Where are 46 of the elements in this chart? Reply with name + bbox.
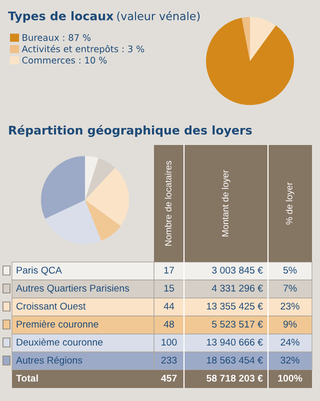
text: 5% [283, 266, 297, 274]
text: 9% [283, 320, 297, 328]
text: 233 [161, 356, 177, 364]
legend-label: Deuxième couronne [16, 338, 103, 346]
chart-title: Types de locaux [8, 11, 114, 23]
legend-label: Autres Quartiers Parisiens [16, 284, 130, 294]
text: 3 003 845 € [212, 266, 263, 274]
pie-slice [206, 18, 294, 105]
pie-slice [85, 156, 99, 200]
pie-slice [85, 200, 121, 241]
legend-label: Autres Régions [16, 356, 82, 366]
text: 100 [162, 338, 177, 346]
text: 5 523 517 € [212, 320, 263, 328]
text: 58 718 203 € [206, 374, 263, 382]
chart-subtitle: (valeur vénale) [117, 11, 200, 22]
text: Total [16, 374, 38, 382]
text: % de loyer [286, 182, 294, 225]
text: 44 [164, 302, 174, 310]
text: 13 355 425 € [206, 302, 263, 310]
text: 7% [283, 284, 297, 292]
pie-slice [242, 17, 250, 61]
legend-label: Croissant Ouest [16, 302, 86, 310]
pie-slice [45, 200, 102, 244]
chart-title: Répartition géographique des loyers [9, 125, 252, 137]
text: 4 331 296 € [212, 284, 263, 292]
legend-label: Commerces : 10 % [22, 56, 107, 64]
pie-slice [41, 156, 85, 219]
text: 17 [164, 266, 174, 274]
text: Nombre de locataires [164, 160, 172, 246]
text: 13 940 666 € [206, 338, 263, 346]
text: 100% [278, 374, 302, 382]
text: 32% [280, 356, 300, 364]
legend-label: Paris QCA [16, 266, 62, 276]
pie-slice [85, 158, 116, 200]
text: 457 [161, 374, 177, 382]
pie-slice [85, 168, 129, 226]
text: 15 [164, 284, 174, 292]
legend-label: Première couronne [16, 320, 98, 328]
legend-label: Activités et entrepôts : 3 % [22, 44, 144, 54]
text: Montant de loyer [222, 170, 230, 236]
text: 23% [280, 302, 300, 310]
legend-label: Bureaux : 87 % [22, 34, 91, 41]
pie-slice [250, 17, 276, 61]
text: 24% [280, 338, 300, 346]
text: 18 563 454 € [206, 356, 263, 364]
text: 48 [164, 320, 174, 328]
